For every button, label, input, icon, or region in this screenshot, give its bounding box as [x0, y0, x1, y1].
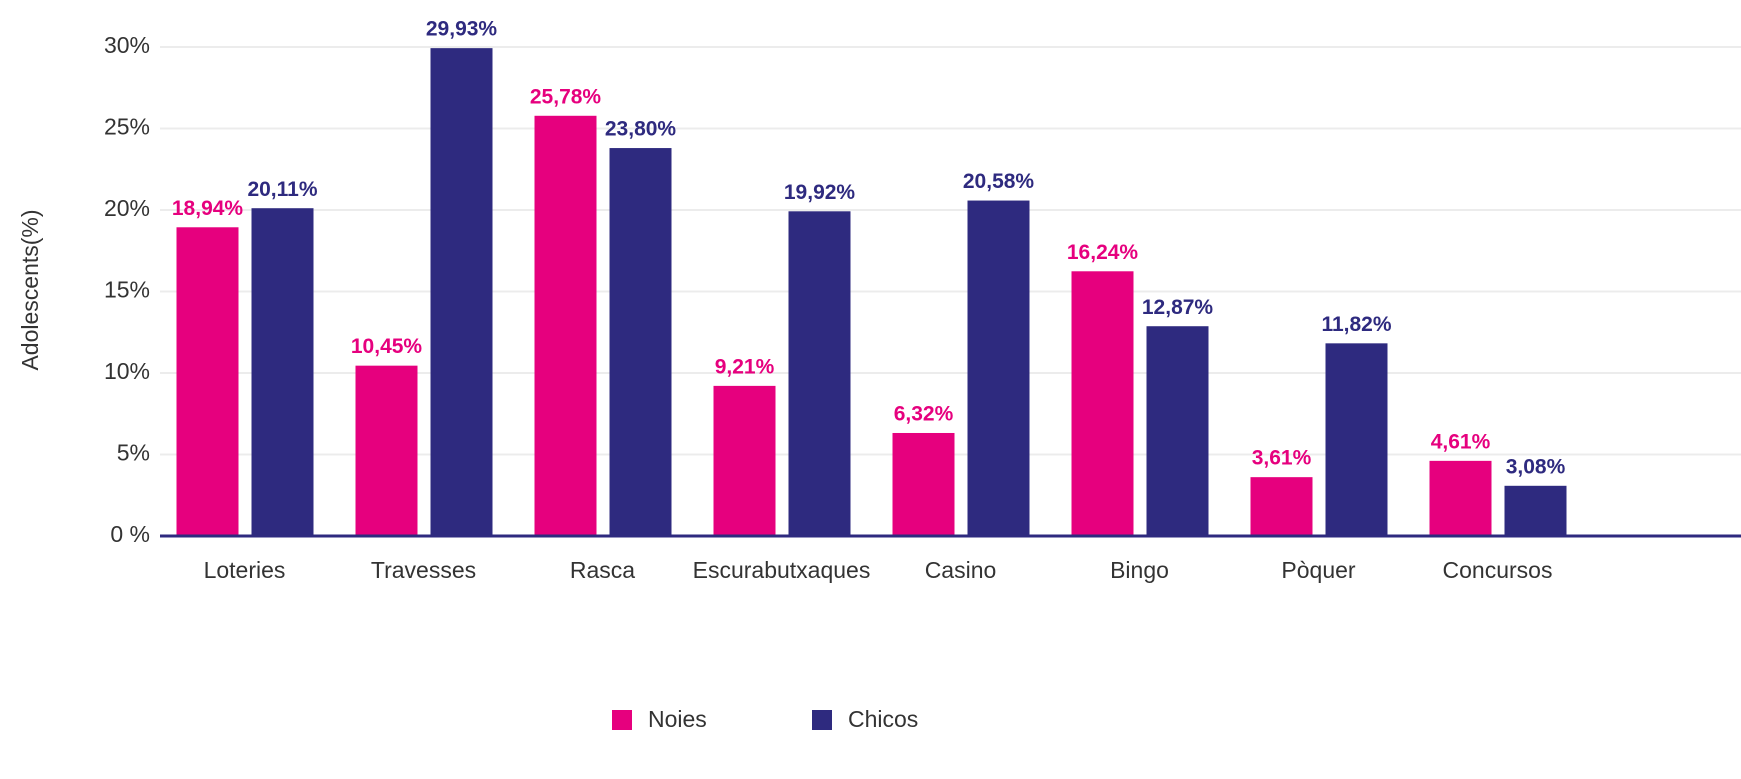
value-label: 18,94% [172, 197, 244, 220]
bar [176, 227, 239, 536]
value-label: 4,61% [1431, 430, 1491, 453]
value-label: 19,92% [784, 181, 856, 204]
bar [430, 48, 493, 537]
y-axis-title: Adolescents(%) [17, 209, 43, 370]
bar [1071, 271, 1134, 536]
bar [1429, 460, 1492, 536]
legend-swatch [612, 710, 632, 730]
bar [1504, 485, 1567, 536]
y-tick-label: 25% [104, 114, 150, 140]
bar [1250, 477, 1313, 536]
y-tick-label: 20% [104, 195, 150, 221]
x-tick-label: Loteries [204, 557, 286, 583]
legend-swatch [812, 710, 832, 730]
x-tick-label: Bingo [1110, 557, 1169, 583]
value-label: 16,24% [1067, 241, 1139, 264]
bar [892, 432, 955, 536]
y-tick-label: 0 % [110, 521, 150, 547]
bar [534, 115, 597, 536]
value-label: 20,11% [247, 178, 317, 201]
x-tick-label: Casino [925, 557, 997, 583]
bar [609, 148, 672, 536]
value-label: 20,58% [963, 170, 1035, 193]
x-tick-label: Pòquer [1281, 557, 1356, 583]
legend-label: Noies [648, 706, 707, 732]
y-tick-label: 5% [117, 440, 150, 466]
y-tick-label: 10% [104, 358, 150, 384]
x-tick-label: Escurabutxaques [693, 557, 871, 583]
bar [355, 365, 418, 536]
value-label: 25,78% [530, 85, 602, 108]
value-label: 3,08% [1506, 455, 1566, 478]
value-label: 6,32% [894, 403, 954, 426]
value-label: 3,61% [1252, 447, 1312, 470]
value-label: 10,45% [351, 335, 423, 358]
legend-label: Chicos [848, 706, 918, 732]
bar [1146, 326, 1209, 536]
bar [251, 208, 314, 536]
value-label: 12,87% [1142, 296, 1214, 319]
value-label: 9,21% [715, 355, 775, 378]
value-label: 11,82% [1321, 313, 1391, 336]
bar [1325, 343, 1388, 536]
value-label: 29,93% [426, 18, 498, 41]
y-tick-label: 30% [104, 32, 150, 58]
y-tick-label: 15% [104, 277, 150, 303]
bar [713, 385, 776, 536]
x-tick-label: Rasca [570, 557, 635, 583]
x-tick-label: Concursos [1443, 557, 1553, 583]
x-tick-label: Travesses [371, 557, 476, 583]
bar [967, 200, 1030, 536]
bar [788, 211, 851, 536]
value-label: 23,80% [605, 118, 677, 141]
